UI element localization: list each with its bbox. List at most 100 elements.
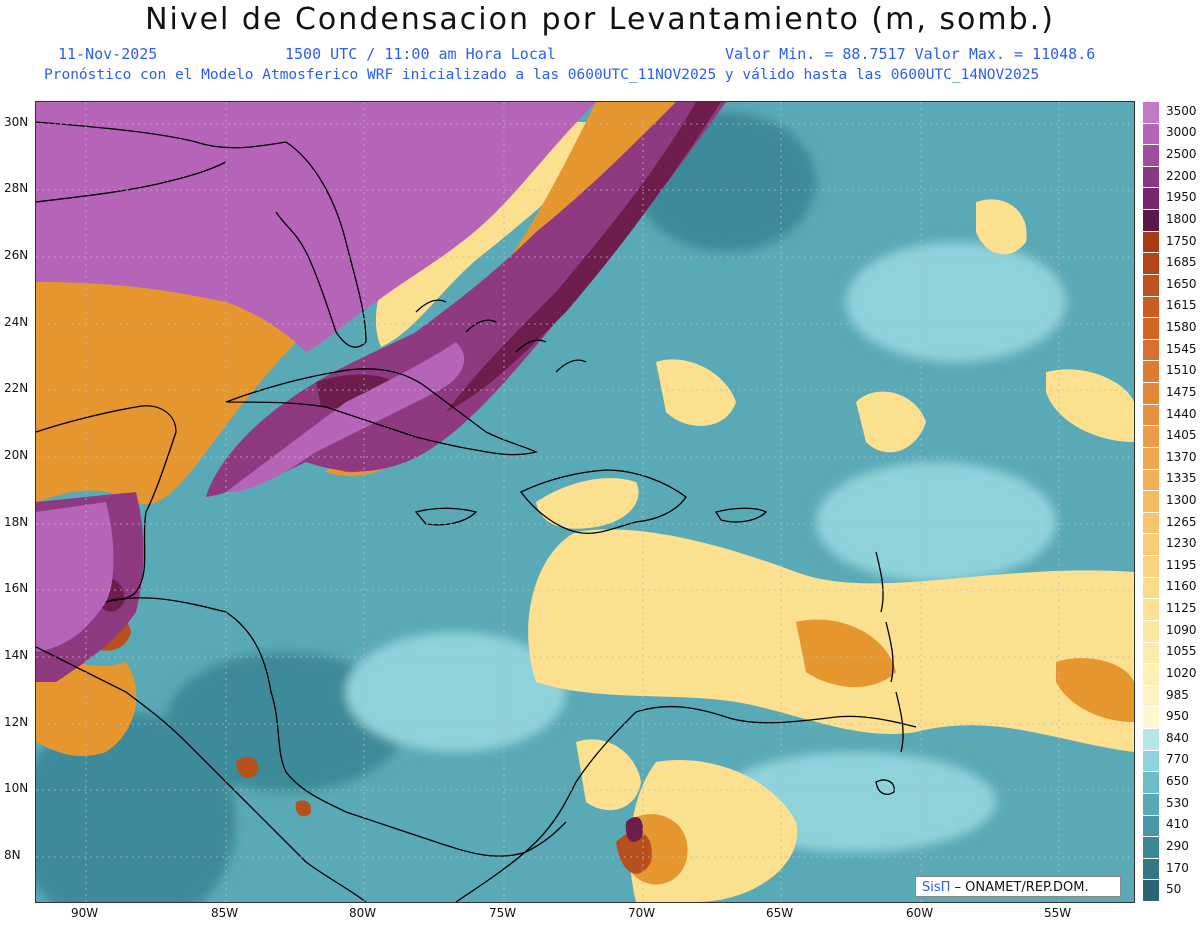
latitude-label: 24N	[4, 315, 29, 329]
coast-gulf	[36, 161, 227, 203]
rust-panama-2	[295, 800, 312, 817]
map-title: Nivel de Condensacion por Levantamiento …	[145, 2, 1055, 37]
legend-label: 985	[1166, 687, 1189, 702]
latitude-label: 14N	[4, 648, 29, 662]
yellow-cell-venezuela	[576, 739, 641, 811]
coast-south-america	[455, 705, 917, 902]
legend-swatch	[1143, 338, 1159, 361]
model-description: Pronóstico con el Modelo Atmosferico WRF…	[44, 67, 1040, 83]
coast-trinidad	[875, 779, 895, 795]
legend-swatch	[1143, 836, 1159, 858]
orange-east-cell	[796, 619, 896, 687]
value-range: Valor Min. = 88.7517 Valor Max. = 11048.…	[725, 45, 1096, 63]
legend-swatch	[1143, 792, 1159, 815]
legend-label: 650	[1166, 774, 1189, 789]
legend-label: 1405	[1166, 428, 1197, 443]
legend-label: 530	[1166, 795, 1189, 810]
dark-cells	[96, 102, 721, 842]
legend-label: 1230	[1166, 536, 1197, 551]
legend-swatch	[1143, 684, 1159, 707]
legend-swatch	[1143, 273, 1159, 296]
legend-label: 1615	[1166, 298, 1197, 313]
legend-swatch	[1143, 490, 1159, 512]
legend-swatch	[1143, 511, 1159, 534]
legend-swatch	[1143, 187, 1159, 210]
latitude-label: 12N	[4, 715, 29, 729]
legend-swatch	[1143, 879, 1159, 901]
legend-label: 1090	[1166, 622, 1197, 637]
longitude-label: 70W	[628, 906, 656, 920]
legend-swatch	[1143, 728, 1159, 750]
dark-cuba	[316, 374, 396, 409]
violet-band	[226, 342, 465, 492]
legend-label: 1055	[1166, 644, 1197, 659]
legend-swatch	[1143, 576, 1159, 599]
legend-label: 3500	[1166, 103, 1197, 118]
latitude-label: 28N	[4, 181, 29, 195]
coast-bahamas	[415, 299, 587, 373]
latitude-label: 22N	[4, 381, 29, 395]
yellow-cell-east-3	[1046, 369, 1134, 442]
light-field-northeast	[846, 242, 1066, 362]
legend-swatch	[1143, 382, 1159, 404]
longitude-label: 65W	[766, 906, 794, 920]
latitude-label: 30N	[4, 115, 29, 129]
longitude-label: 85W	[211, 906, 239, 920]
legend-swatch	[1143, 446, 1159, 469]
legend-label: 410	[1166, 817, 1189, 832]
legend-swatch	[1143, 555, 1159, 577]
latitude-label: 18N	[4, 515, 29, 529]
legend-label: 840	[1166, 730, 1189, 745]
legend-swatch	[1143, 663, 1159, 685]
legend-swatch	[1143, 403, 1159, 426]
yellow-cell-north	[656, 359, 736, 426]
legend-label: 1335	[1166, 471, 1197, 486]
yellow-cell-east-1	[856, 391, 926, 453]
legend-swatch	[1143, 295, 1159, 318]
yellow-cell-east-2	[976, 199, 1027, 255]
coast-jamaica	[414, 507, 478, 526]
orange-far-east	[1056, 658, 1134, 722]
legend-label: 1370	[1166, 449, 1197, 464]
legend-label: 950	[1166, 709, 1189, 724]
legend-label: 1195	[1166, 557, 1197, 572]
sispi-logo: SisΠ	[922, 880, 951, 895]
legend-label: 1580	[1166, 320, 1197, 335]
legend-label: 1020	[1166, 665, 1197, 680]
coast-yucatan	[36, 405, 177, 603]
yellow-cell-hispaniola	[536, 478, 639, 529]
legend-swatch	[1143, 425, 1159, 447]
legend-label: 1440	[1166, 406, 1197, 421]
credit-text: – ONAMET/REP.DOM.	[950, 880, 1089, 895]
legend-label: 1510	[1166, 363, 1197, 378]
legend-label: 1750	[1166, 233, 1197, 248]
coast-cuba	[225, 368, 538, 456]
light-field-east	[816, 462, 1056, 582]
coast-central-america	[105, 597, 567, 857]
legend-label: 2200	[1166, 168, 1197, 183]
orange-yucatan	[36, 272, 306, 505]
yellow-cells	[375, 122, 1134, 902]
longitude-label: 75W	[489, 906, 517, 920]
condensation-map	[36, 102, 1134, 902]
legend-label: 1265	[1166, 514, 1197, 529]
dark-atlantic-band	[446, 102, 721, 412]
forecast-date: 11-Nov-2025	[58, 45, 158, 63]
legend-swatch	[1143, 641, 1159, 664]
legend-label: 1650	[1166, 276, 1197, 291]
yellow-cell-florida	[375, 122, 616, 347]
legend-label: 50	[1166, 882, 1182, 897]
legend-label: 1800	[1166, 211, 1197, 226]
legend-swatch	[1143, 771, 1159, 793]
coast-pacific	[36, 646, 367, 902]
coast-hispaniola	[520, 469, 687, 534]
legend-swatch	[1143, 857, 1159, 880]
map-panel	[35, 101, 1135, 903]
legend-swatch	[1143, 122, 1159, 145]
coast-florida	[36, 121, 367, 348]
latitude-label: 16N	[4, 581, 29, 595]
legend-label: 1160	[1166, 579, 1197, 594]
latitude-label: 10N	[4, 781, 29, 795]
legend-swatch	[1143, 230, 1159, 253]
legend-swatch	[1143, 749, 1159, 772]
